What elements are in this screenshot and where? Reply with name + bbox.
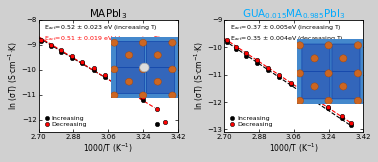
Point xyxy=(325,107,331,109)
Legend: Increasing, Decreasing: Increasing, Decreasing xyxy=(42,114,89,129)
Point xyxy=(79,60,85,63)
Point xyxy=(79,62,85,65)
Text: E$_{act}$=0.37 ± 0.005eV (increasing T): E$_{act}$=0.37 ± 0.005eV (increasing T) xyxy=(230,23,341,32)
Point xyxy=(276,74,282,76)
Point xyxy=(114,83,120,86)
Y-axis label: ln (σT) (S·cm$^{-1}$·K): ln (σT) (S·cm$^{-1}$·K) xyxy=(192,41,206,110)
Point xyxy=(91,67,97,69)
Point xyxy=(114,80,120,83)
Point xyxy=(312,99,318,101)
Point xyxy=(348,123,354,126)
Point xyxy=(153,108,160,110)
Point xyxy=(348,122,354,125)
Point xyxy=(339,115,345,118)
Point xyxy=(68,55,74,57)
Point xyxy=(38,38,44,41)
Point xyxy=(127,91,133,93)
Point xyxy=(265,66,271,69)
Point xyxy=(288,81,294,84)
Point xyxy=(68,56,74,59)
Point xyxy=(58,49,64,52)
Point xyxy=(325,106,331,108)
Point xyxy=(102,75,108,78)
Point xyxy=(233,46,239,48)
Title: GUA$_{0.015}$MA$_{0.985}$PbI$_3$: GUA$_{0.015}$MA$_{0.985}$PbI$_3$ xyxy=(242,7,345,21)
Text: E$_{act}$=0.35 ± 0.004eV (decreasing T): E$_{act}$=0.35 ± 0.004eV (decreasing T) xyxy=(230,34,344,43)
Point xyxy=(139,96,146,98)
Point xyxy=(243,55,249,57)
Text: E$_{act}$=0.52 ± 0.023 eV (increasing T): E$_{act}$=0.52 ± 0.023 eV (increasing T) xyxy=(44,23,158,32)
Point xyxy=(233,48,239,51)
X-axis label: 1000/T (K$^{-1}$): 1000/T (K$^{-1}$) xyxy=(269,142,319,155)
Point xyxy=(223,39,229,42)
Point xyxy=(162,120,168,123)
Point xyxy=(91,68,97,71)
Y-axis label: ln (σT) (S·cm$^{-1}$·K): ln (σT) (S·cm$^{-1}$·K) xyxy=(7,41,20,110)
Point xyxy=(153,123,160,126)
Point xyxy=(339,117,345,119)
Point xyxy=(288,83,294,86)
X-axis label: 1000/T (K$^{-1}$): 1000/T (K$^{-1}$) xyxy=(84,142,133,155)
Point xyxy=(300,91,306,93)
Legend: Increasing, Decreasing: Increasing, Decreasing xyxy=(227,114,275,129)
Title: MAPbI$_3$: MAPbI$_3$ xyxy=(89,7,127,21)
Point xyxy=(38,40,44,42)
Text: E$_{act}$=0.51 ± 0.019 eV (decrrresing T): E$_{act}$=0.51 ± 0.019 eV (decrrresing T… xyxy=(44,34,161,43)
Point xyxy=(139,99,146,101)
Point xyxy=(223,41,229,44)
Point xyxy=(48,45,54,47)
Point xyxy=(58,51,64,53)
Point xyxy=(300,89,306,92)
Point xyxy=(102,73,108,76)
Point xyxy=(312,98,318,101)
Point xyxy=(276,75,282,78)
Point xyxy=(254,59,260,62)
Point xyxy=(265,69,271,71)
Point xyxy=(48,43,54,46)
Point xyxy=(243,52,249,55)
Point xyxy=(127,88,133,91)
Point xyxy=(254,62,260,64)
